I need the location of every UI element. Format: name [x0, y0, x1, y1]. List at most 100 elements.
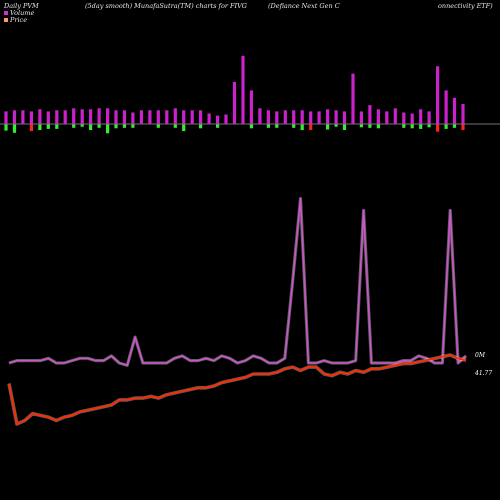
price-end-label: 41.77	[474, 370, 492, 377]
volume-bar-up	[359, 111, 363, 124]
volume-bar-up	[131, 112, 135, 125]
legend-price-label: Price	[10, 16, 28, 24]
volume-bar-up	[258, 108, 262, 125]
volume-bar-up	[165, 110, 169, 124]
volume-bar-up	[317, 111, 321, 124]
volume-bar-up	[275, 111, 279, 124]
volume-bar-down-green	[4, 124, 8, 131]
legend-volume: Volume	[4, 9, 34, 17]
volume-bars	[4, 55, 465, 134]
volume-bar-up	[114, 110, 118, 124]
volume-bar-up	[376, 109, 380, 124]
volume-bar-down-green	[199, 124, 203, 129]
volume-end-label: 0M	[475, 352, 486, 359]
volume-bar-down-green	[292, 124, 296, 128]
volume-line	[8, 197, 467, 367]
volume-bar-down-red	[461, 124, 465, 130]
volume-bar-up	[326, 109, 330, 124]
volume-bar-up	[419, 109, 423, 124]
volume-bar-down-green	[173, 124, 177, 128]
volume-bar-down-green	[419, 124, 423, 129]
volume-bar-up	[241, 55, 245, 125]
volume-bar-down-green	[114, 124, 118, 129]
volume-bar-up	[385, 111, 389, 124]
volume-bar-up	[89, 109, 93, 124]
volume-bar-down-green	[182, 124, 186, 132]
chart-lines	[7, 196, 468, 426]
legend-price-swatch	[4, 18, 8, 22]
volume-bar-up	[232, 82, 237, 124]
volume-bar-down-green	[131, 124, 135, 128]
volume-bar-down-green	[106, 124, 110, 134]
volume-bar-down-green	[46, 124, 50, 129]
volume-bar-down-green	[334, 124, 338, 127]
volume-bar-down-red	[309, 124, 313, 130]
header-left: Daily PVM	[4, 2, 39, 10]
volume-bar-up	[368, 105, 372, 124]
volume-bar-down-green	[452, 124, 457, 128]
volume-bar-up	[122, 110, 127, 124]
volume-bar-up	[190, 110, 194, 124]
volume-bar-up	[283, 110, 287, 124]
legend-volume-label: Volume	[10, 9, 35, 17]
volume-bar-up	[334, 110, 338, 124]
volume-bar-up	[80, 109, 84, 124]
header-mid1: (5day smooth) MunafaSutra(TM) charts for…	[85, 2, 247, 10]
volume-bar-up	[21, 110, 25, 124]
volume-bar-up	[12, 110, 17, 124]
header-right: onnectivity ETF)	[438, 2, 493, 10]
volume-bar-down-green	[97, 124, 101, 128]
volume-bar-up	[351, 73, 355, 124]
volume-bar-up	[106, 108, 110, 125]
price-line	[8, 354, 467, 425]
legend-price: Price	[4, 16, 27, 24]
volume-bar-down-green	[156, 124, 160, 128]
volume-bar-down-red	[29, 124, 33, 132]
volume-bar-up	[38, 109, 42, 124]
volume-bar-down-green	[80, 124, 84, 127]
volume-bar-down-green	[368, 124, 372, 128]
volume-bar-up	[300, 110, 304, 124]
volume-bar-up	[63, 110, 67, 124]
volume-bar-up	[182, 110, 186, 124]
volume-bar-down-green	[89, 124, 93, 130]
volume-bar-down-green	[249, 124, 253, 129]
volume-bar-down-red	[436, 124, 440, 132]
volume-bar-down-green	[122, 124, 127, 128]
volume-bar-up	[97, 108, 101, 125]
volume-bar-up	[216, 115, 220, 124]
volume-bar-up	[72, 108, 76, 125]
volume-bar-up	[29, 111, 33, 124]
volume-bar-down-green	[376, 124, 380, 129]
volume-bar-down-green	[326, 124, 330, 130]
volume-bar-up	[199, 110, 203, 124]
volume-bar-down-green	[427, 124, 431, 128]
volume-bar-up	[444, 90, 448, 124]
volume-bar-up	[292, 110, 296, 124]
volume-bar-up	[249, 90, 253, 124]
volume-bar-down-green	[55, 124, 59, 129]
volume-bar-down-green	[38, 124, 42, 130]
volume-bar-up	[156, 110, 160, 124]
volume-bar-up	[410, 113, 414, 124]
header-mid2: (Defiance Next Gen C	[268, 2, 340, 10]
volume-bar-down-green	[359, 124, 363, 128]
volume-bar-up	[173, 108, 177, 125]
volume-bar-up	[4, 111, 8, 124]
volume-bar-up	[139, 110, 143, 124]
volume-bar-up	[266, 110, 270, 124]
volume-bar-up	[461, 104, 465, 124]
volume-bar-up	[436, 66, 440, 125]
volume-bar-up	[207, 113, 211, 124]
volume-bar-down-green	[410, 124, 414, 129]
volume-bar-down-green	[342, 124, 347, 130]
legend-volume-swatch	[4, 11, 8, 15]
volume-bar-down-green	[275, 124, 279, 128]
volume-bar-down-green	[444, 124, 448, 129]
volume-bar-up	[393, 108, 397, 125]
volume-bar-up	[402, 112, 406, 125]
volume-bar-up	[309, 111, 313, 124]
volume-bar-up	[148, 110, 152, 124]
volume-bar-down-green	[216, 124, 220, 128]
